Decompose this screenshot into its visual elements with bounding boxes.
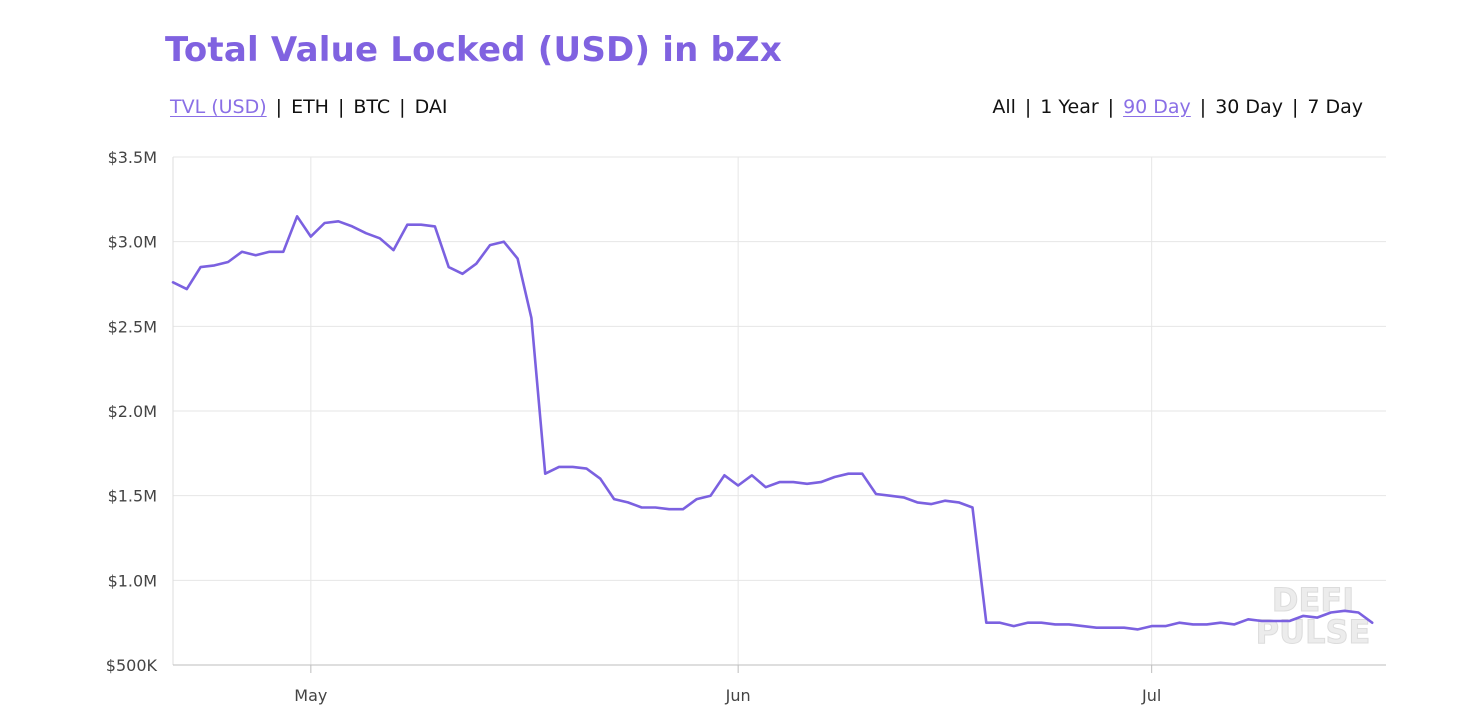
axes: $500K $1.0M $1.5M $2.0M $2.5M $3.0M $3.5M May Ju… [106,148,1386,705]
series-layer [171,215,1374,631]
y-tick-label: $3.0M [108,233,157,252]
range-tab-30-day[interactable]: 30 Day [1215,96,1283,118]
metric-tab-dai[interactable]: DAI [414,96,448,118]
metric-separator: | [337,96,345,118]
y-tick-label: $500K [106,656,158,675]
range-tab-all[interactable]: All [992,96,1016,118]
x-tick-label: May [294,686,327,705]
range-separator: | [1107,96,1115,118]
metric-tab-btc[interactable]: BTC [353,96,391,118]
metric-separator: | [399,96,406,118]
range-selector: All | 1 Year | 90 Day | 30 Day | 7 Day [992,96,1363,118]
range-separator: | [1291,96,1299,118]
y-tick-label: $2.0M [108,402,157,421]
range-separator: | [1199,96,1207,118]
defi-pulse-watermark: DEFI PULSE [1255,581,1371,652]
range-tab-90-day[interactable]: 90 Day [1123,96,1191,118]
y-tick-label: $1.5M [108,487,157,506]
range-tab-7-day[interactable]: 7 Day [1307,96,1363,118]
y-tick-label: $3.5M [108,148,157,167]
metric-separator: | [275,96,283,118]
range-tab-1-year[interactable]: 1 Year [1040,96,1099,118]
metric-selector: TVL (USD) | ETH | BTC | DAI [170,96,447,118]
grid-lines [173,156,1386,666]
range-separator: | [1024,96,1032,118]
watermark-line-1: DEFI [1272,581,1354,619]
y-tick-label: $2.5M [108,317,157,336]
chart-title: Total Value Locked (USD) in bZx [165,30,783,70]
x-tick-label: Jul [1141,686,1161,705]
metric-tab-eth[interactable]: ETH [291,96,329,118]
watermark-line-2: PULSE [1256,613,1371,651]
x-tick-label: Jun [725,686,751,705]
y-tick-label: $1.0M [108,571,157,590]
tvl-series-line [171,215,1374,631]
metric-tab-tvl-usd[interactable]: TVL (USD) [170,96,267,118]
